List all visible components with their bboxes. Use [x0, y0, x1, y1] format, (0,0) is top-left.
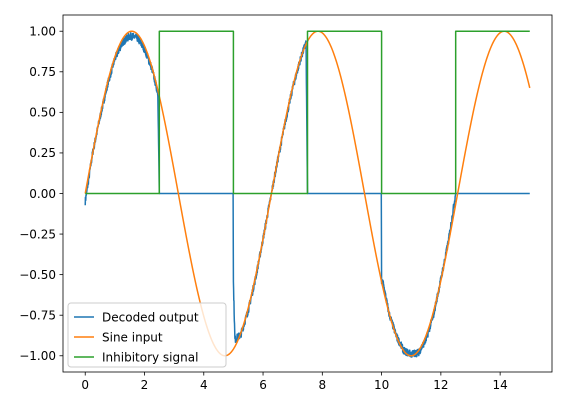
- y-tick-label: −0.75: [19, 309, 56, 323]
- series-line-2: [85, 30, 530, 195]
- x-tick-label: 10: [374, 378, 389, 392]
- y-tick-label: 0.00: [29, 187, 56, 201]
- x-tick-label: 12: [433, 378, 448, 392]
- x-tick-label: 14: [492, 378, 507, 392]
- x-tick-label: 2: [141, 378, 149, 392]
- legend-label: Sine input: [102, 330, 163, 344]
- x-tick-label: 6: [259, 378, 267, 392]
- y-tick-label: −0.25: [19, 227, 56, 241]
- y-tick-label: 0.50: [29, 106, 56, 120]
- y-tick-label: −1.00: [19, 349, 56, 363]
- series-layer: [84, 30, 531, 358]
- y-tick-label: 0.25: [29, 146, 56, 160]
- x-tick-label: 4: [200, 378, 208, 392]
- y-tick-label: 0.75: [29, 65, 56, 79]
- y-tick-label: 1.00: [29, 25, 56, 39]
- legend-label: Inhibitory signal: [102, 350, 198, 364]
- legend-box: [67, 302, 227, 368]
- x-tick-label: 8: [318, 378, 326, 392]
- ticks-layer: 0 2 4 6 8 10 12 14 −1.00 −0.75 −0.50 −0.25 0.00 0.25 0…: [19, 25, 508, 392]
- legend: Decoded output Sine input Inhibitory signa…: [67, 302, 227, 368]
- x-tick-label: 0: [81, 378, 89, 392]
- legend-label: Decoded output: [102, 310, 199, 324]
- y-tick-label: −0.50: [19, 268, 56, 282]
